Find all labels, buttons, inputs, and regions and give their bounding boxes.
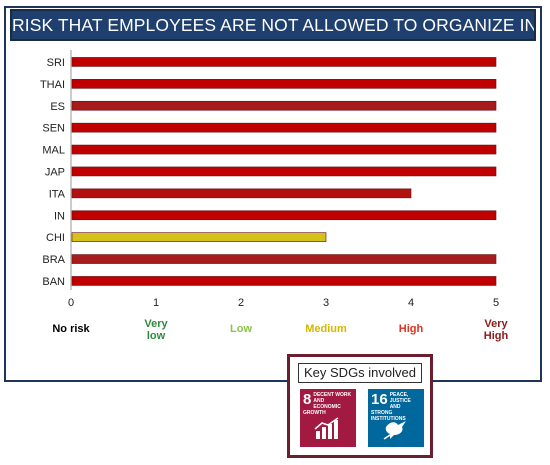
legend-item-very-low: Very low [144, 318, 168, 342]
bar-in [71, 210, 497, 221]
sdg-8-tile: 8 DECENT WORK AND ECONOMIC GROWTH [300, 389, 356, 447]
sdg-panel: Key SDGs involved 8 DECENT WORK AND ECON… [287, 354, 433, 458]
bar-chi [71, 232, 327, 242]
dove-icon [383, 421, 406, 440]
x-tick-label: 4 [408, 297, 414, 309]
growth-chart-icon [314, 417, 339, 439]
bar-ban [71, 276, 497, 286]
sdg-16-text: PEACE, JUSTICE AND STRONG INSTITUTIONS [371, 392, 411, 422]
bar-mal [71, 144, 497, 155]
category-label: SRI [47, 57, 65, 69]
x-tick-label: 3 [323, 297, 329, 309]
bar-jap [71, 166, 497, 177]
bar-ita [71, 188, 412, 199]
category-label: CHI [46, 232, 65, 244]
category-label: SEN [42, 123, 65, 135]
sdg-8-text: DECENT WORK AND ECONOMIC GROWTH [303, 392, 352, 416]
bar-sri [71, 57, 497, 67]
x-tick-label: 2 [238, 297, 244, 309]
sdg-16-number: 16 [371, 391, 388, 408]
bar-es [71, 100, 497, 111]
sdg-8-number: 8 [303, 391, 312, 408]
x-tick-label: 0 [68, 297, 74, 309]
category-label: IN [54, 210, 65, 222]
category-label: MAL [42, 145, 65, 157]
risk-legend: No risk Very low Low Medium High Very High [0, 318, 550, 362]
legend-item-high: High [398, 323, 424, 335]
chart-title: RISK THAT EMPLOYEES ARE NOT ALLOWED TO O… [10, 9, 536, 41]
x-tick-label: 1 [153, 297, 159, 309]
legend-item-medium: Medium [305, 323, 347, 335]
category-label: THAI [40, 79, 65, 91]
sdg-16-tile: 16 PEACE, JUSTICE AND STRONG INSTITUTION… [368, 389, 424, 447]
bar-bra [71, 254, 497, 264]
category-label: ITA [49, 188, 66, 200]
bar-sen [71, 122, 497, 133]
legend-item-very-high: Very High [483, 318, 509, 342]
bar-thai [71, 79, 497, 89]
category-label: BAN [42, 276, 65, 288]
category-label: ES [50, 101, 65, 113]
category-label: BRA [42, 254, 65, 266]
category-label: JAP [45, 166, 65, 178]
x-tick-label: 5 [493, 297, 499, 309]
sdg-title: Key SDGs involved [298, 363, 422, 383]
legend-item-no-risk: No risk [52, 323, 90, 335]
legend-item-low: Low [230, 323, 252, 335]
